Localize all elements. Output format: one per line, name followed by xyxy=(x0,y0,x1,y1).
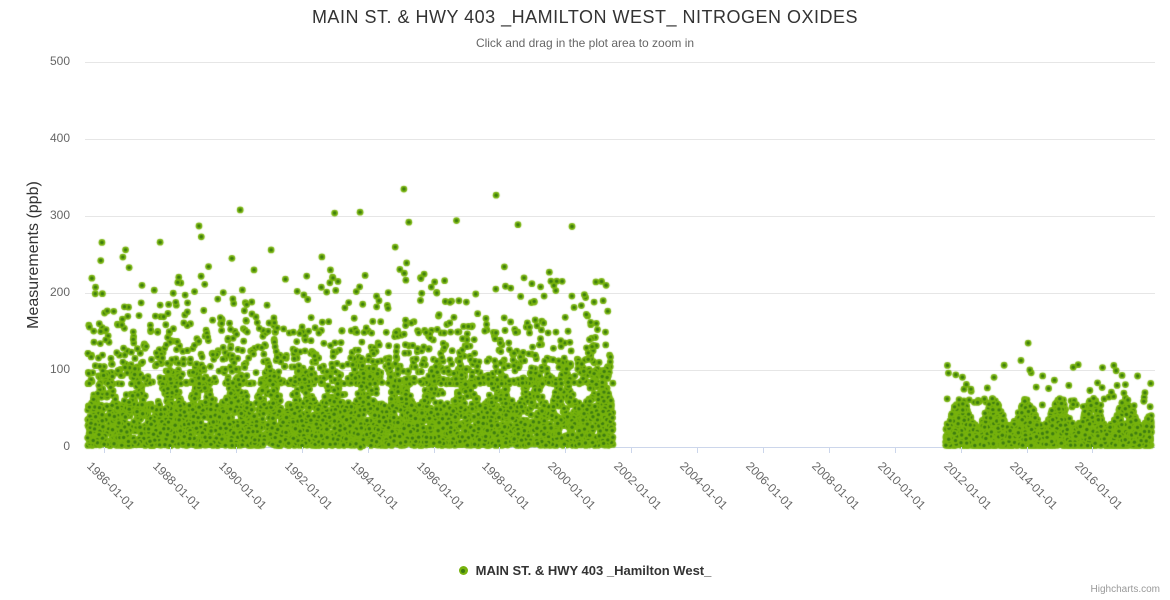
x-axis-tick xyxy=(169,447,171,453)
x-axis-tick xyxy=(960,447,962,453)
x-axis-tick xyxy=(235,447,237,453)
x-axis-tick xyxy=(828,447,830,453)
x-axis-tick xyxy=(762,447,764,453)
y-axis-tick-label: 500 xyxy=(49,54,70,68)
plot-area[interactable] xyxy=(85,62,1155,447)
x-axis-tick xyxy=(631,447,633,453)
series-marker-icon xyxy=(458,566,468,575)
y-axis-tick-label: 0 xyxy=(63,439,70,453)
legend-series-label: MAIN ST. & HWY 403 _Hamilton West_ xyxy=(475,563,712,578)
x-axis-tick xyxy=(499,447,501,453)
y-axis-tick-label: 200 xyxy=(49,285,70,299)
x-axis-tick xyxy=(433,447,435,453)
legend-item[interactable]: MAIN ST. & HWY 403 _Hamilton West_ xyxy=(0,563,1170,578)
x-axis-tick xyxy=(1026,447,1028,453)
x-axis-tick xyxy=(894,447,896,453)
series-marker-dot-icon xyxy=(461,568,466,573)
y-axis-tick-label: 300 xyxy=(49,208,70,222)
x-axis-tick xyxy=(104,447,106,453)
credits-link[interactable]: Highcharts.com xyxy=(1090,584,1160,595)
x-axis-tick xyxy=(367,447,369,453)
x-axis-tick xyxy=(1092,447,1094,453)
x-axis-tick xyxy=(301,447,303,453)
y-axis-tick-label: 400 xyxy=(49,131,70,145)
x-axis-tick xyxy=(565,447,567,453)
y-axis-tick-label: 100 xyxy=(49,362,70,376)
x-axis-tick xyxy=(697,447,699,453)
